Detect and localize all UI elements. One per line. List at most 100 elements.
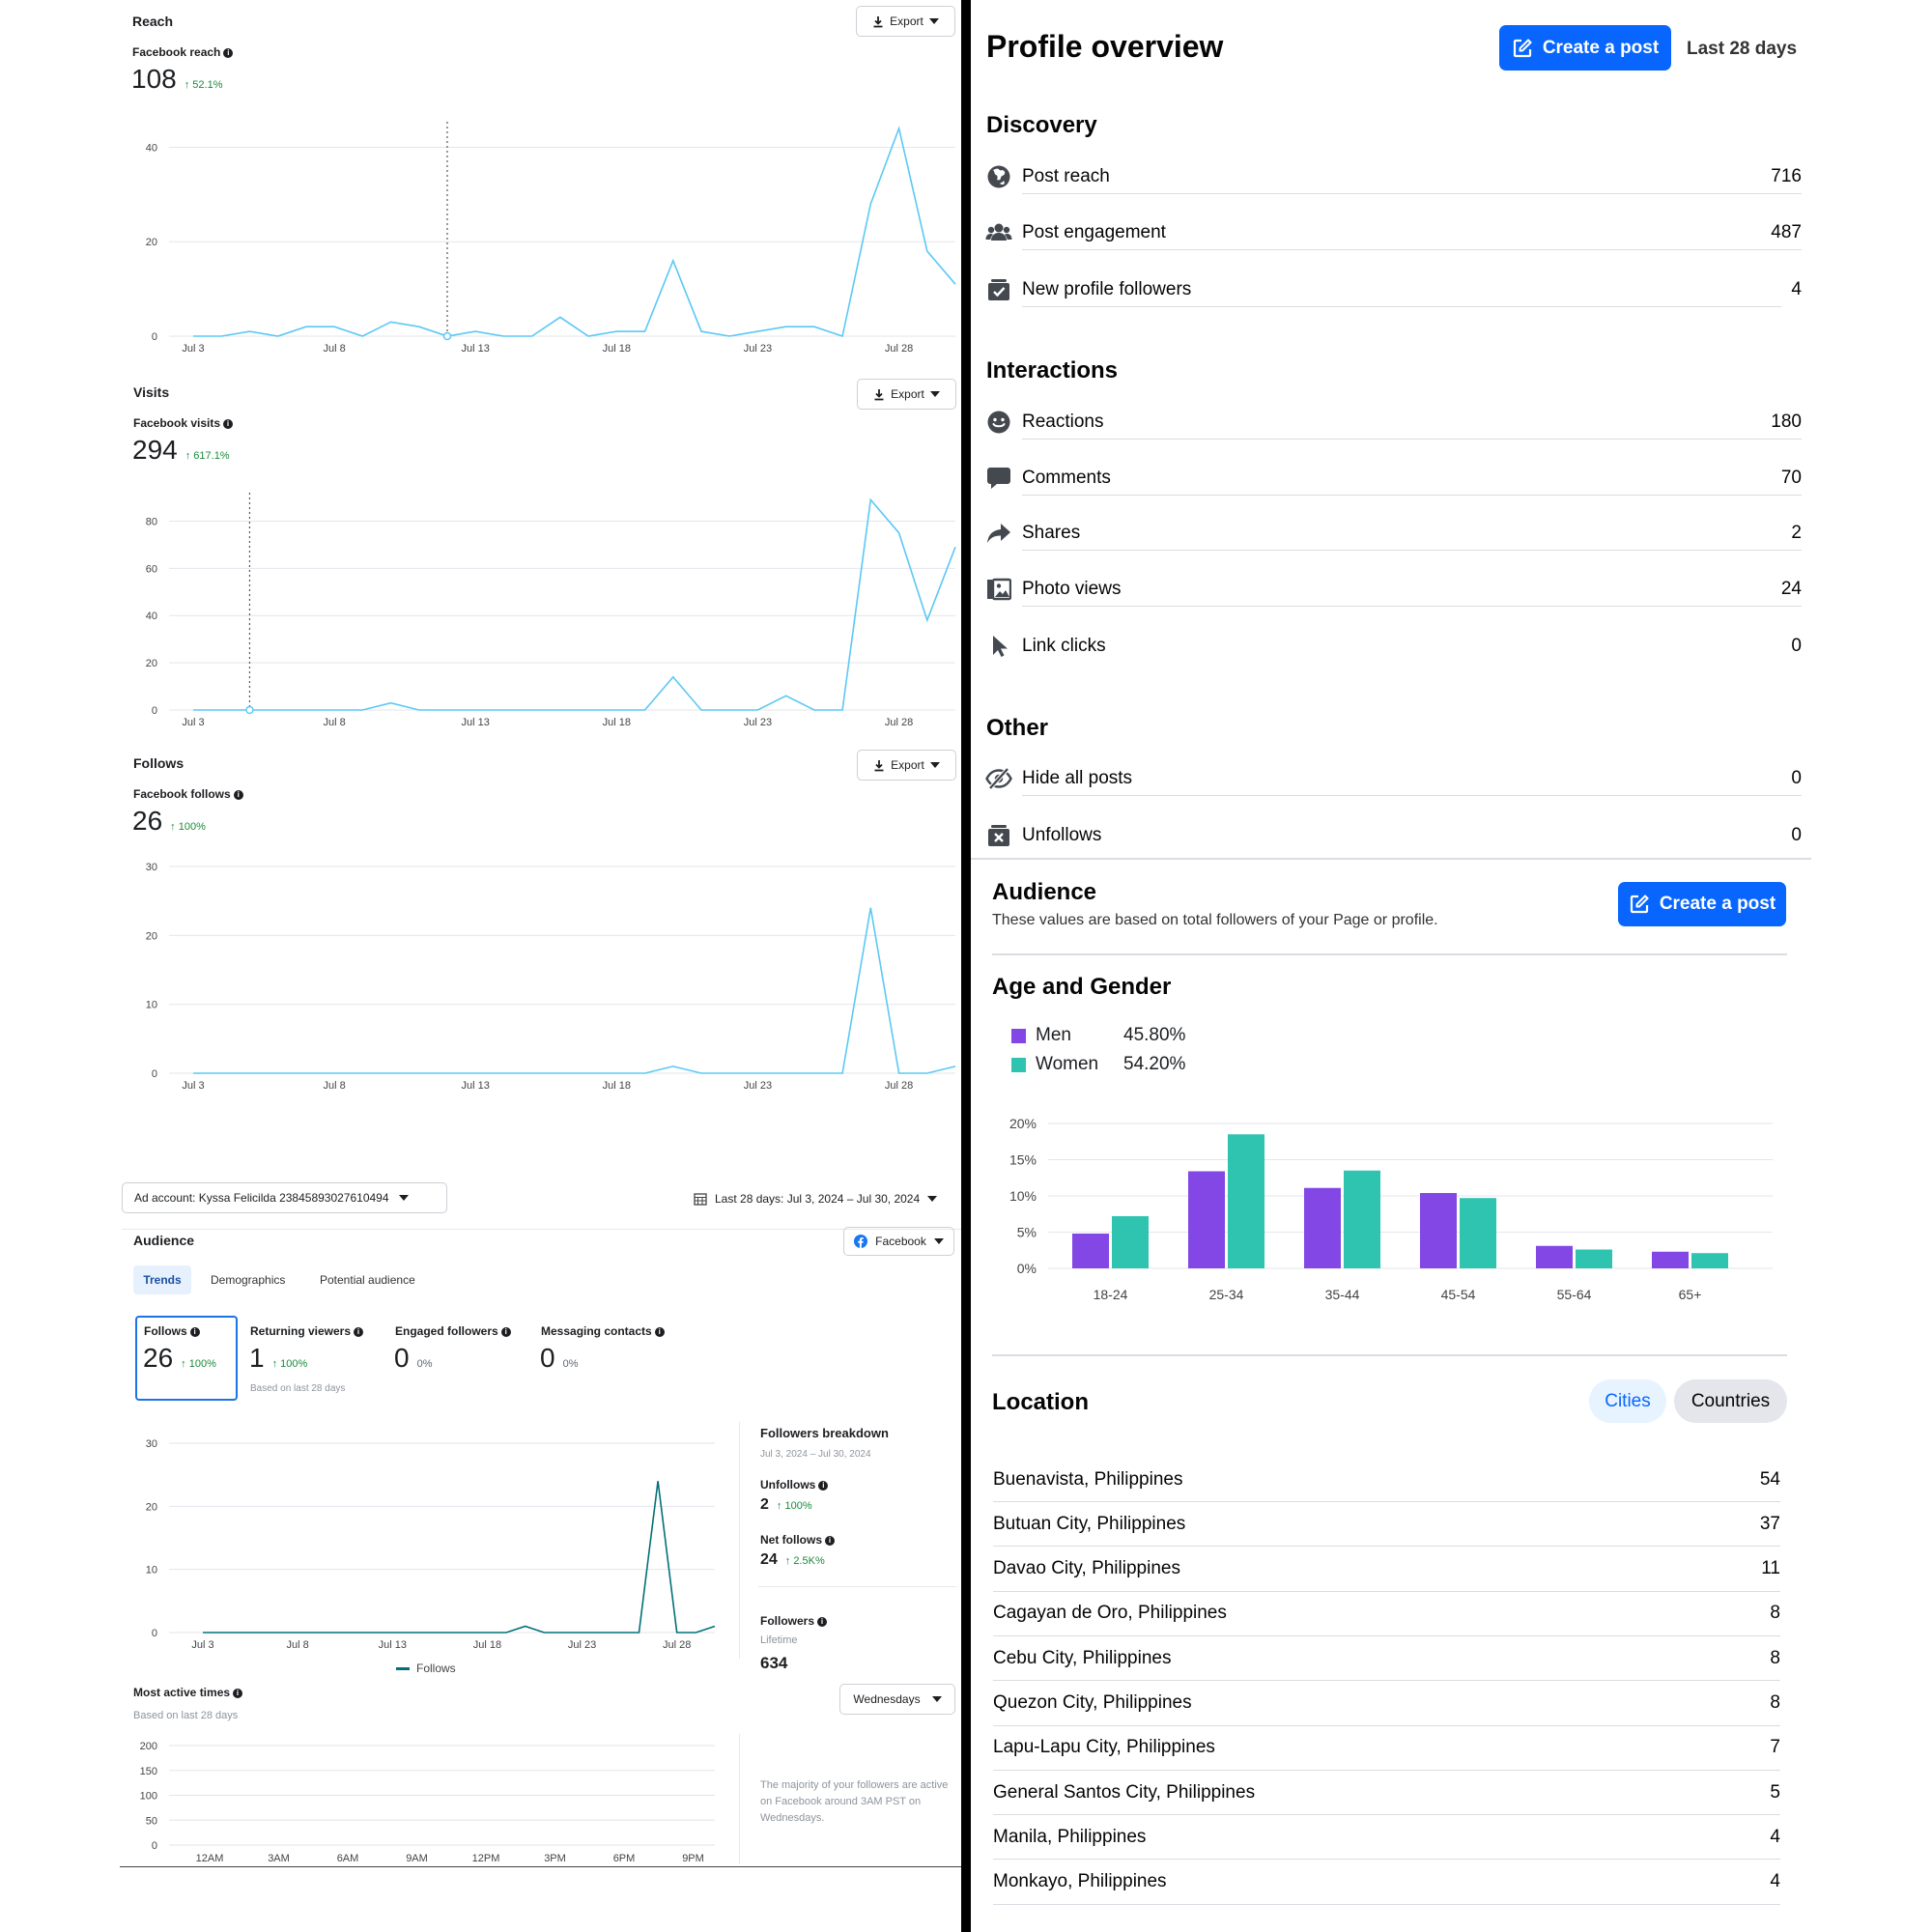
reach-metric: Facebook reach i bbox=[132, 45, 234, 59]
x-tick-label: Jul 28 bbox=[885, 343, 913, 355]
info-icon[interactable]: i bbox=[189, 1327, 200, 1337]
location-count: 37 bbox=[1759, 1513, 1780, 1534]
x-tick-label: Jul 23 bbox=[568, 1639, 596, 1651]
range-label[interactable]: Last 28 days bbox=[1687, 39, 1798, 59]
stat-row-post-engagement[interactable]: Post engagement 487 bbox=[985, 215, 1802, 250]
create-post-button[interactable]: Create a post bbox=[1499, 25, 1671, 71]
audience-follows-line-chart[interactable]: 0 10 20 30 Jul 3 Jul 8 Jul 13 Jul 18 Jul 23 Jul 2… bbox=[126, 1428, 724, 1669]
stat-row-post-reach[interactable]: Post reach 716 bbox=[985, 159, 1802, 194]
location-row[interactable]: Buenavista, Philippines 54 bbox=[993, 1458, 1780, 1502]
tab-cities[interactable]: Cities bbox=[1589, 1379, 1666, 1423]
x-box-icon bbox=[985, 822, 1012, 849]
location-row[interactable]: Cagayan de Oro, Philippines 8 bbox=[993, 1592, 1780, 1636]
info-icon[interactable]: i bbox=[233, 1689, 243, 1698]
date-range-select[interactable]: Last 28 days: Jul 3, 2024 – Jul 30, 2024 bbox=[694, 1188, 938, 1209]
info-icon[interactable]: i bbox=[500, 1327, 511, 1337]
stat-row-link-clicks[interactable]: Link clicks 0 bbox=[985, 629, 1802, 664]
audience-create-post-button[interactable]: Create a post bbox=[1618, 882, 1786, 926]
stat-row-comments[interactable]: Comments 70 bbox=[985, 461, 1802, 496]
ad-account-select[interactable]: Ad account: Kyssa Felicilda 238458930276… bbox=[122, 1182, 447, 1213]
info-icon[interactable]: i bbox=[233, 790, 243, 800]
bar-men-35-44 bbox=[1304, 1187, 1341, 1268]
location-row[interactable]: Manila, Philippines 4 bbox=[993, 1815, 1780, 1861]
bar-women-18-24 bbox=[1112, 1216, 1149, 1268]
y-tick-label: 30 bbox=[146, 1438, 157, 1450]
location-row[interactable]: General Santos City, Philippines 5 bbox=[993, 1771, 1780, 1816]
age-gender-title: Age and Gender bbox=[992, 974, 1172, 1000]
tab-potential-audience[interactable]: Potential audience bbox=[320, 1273, 415, 1287]
followers-label-text: Followers bbox=[760, 1614, 815, 1628]
most-active-times-chart[interactable]: 0 50 100 150 200 12AM 3AM 6AM 9AM 12PM 3PM 6PM 9PM bbox=[126, 1734, 724, 1864]
reach-change: ↑ 52.1% bbox=[184, 79, 223, 91]
shares-label: Shares bbox=[1022, 516, 1782, 551]
panel-divider bbox=[961, 0, 971, 1932]
net-follows-summary: 24 ↑ 2.5K% bbox=[760, 1551, 825, 1569]
reach-export-button[interactable]: Export bbox=[856, 6, 955, 37]
tab-countries[interactable]: Countries bbox=[1674, 1379, 1787, 1423]
reach-summary: 108 ↑ 52.1% bbox=[131, 64, 222, 95]
calendar-icon bbox=[694, 1193, 707, 1206]
x-tick-label: Jul 28 bbox=[885, 717, 913, 728]
info-icon[interactable]: i bbox=[223, 419, 234, 429]
y-tick-label: 30 bbox=[146, 862, 157, 873]
stat-row-shares[interactable]: Shares 2 bbox=[985, 516, 1802, 551]
x-tick-label: 55-64 bbox=[1557, 1287, 1592, 1302]
location-name: Monkayo, Philippines bbox=[993, 1871, 1167, 1892]
y-tick-label: 40 bbox=[146, 611, 157, 622]
comments-value: 70 bbox=[1771, 461, 1802, 496]
location-row[interactable]: Cebu City, Philippines 8 bbox=[993, 1636, 1780, 1682]
tab-trends[interactable]: Trends bbox=[133, 1265, 191, 1294]
x-tick-label: Jul 18 bbox=[473, 1639, 501, 1651]
info-icon[interactable]: i bbox=[354, 1327, 364, 1337]
x-tick-label: Jul 28 bbox=[885, 1080, 913, 1092]
follows-title: Follows bbox=[133, 755, 185, 771]
stat-row-reactions[interactable]: Reactions 180 bbox=[985, 405, 1802, 440]
location-row[interactable]: Quezon City, Philippines 8 bbox=[993, 1682, 1780, 1726]
y-tick-label: 200 bbox=[140, 1741, 157, 1752]
reach-metric-label: Facebook reach bbox=[132, 45, 221, 59]
aud-follows-label-text: Follows bbox=[144, 1324, 187, 1338]
location-name: General Santos City, Philippines bbox=[993, 1781, 1256, 1803]
age-gender-bar-chart[interactable]: 0% 5% 10% 15% 20% 18-24 25-34 35-44 45-54 55-64 65… bbox=[990, 1109, 1792, 1312]
visits-export-button[interactable]: Export bbox=[857, 379, 956, 410]
net-follows-change: ↑ 2.5K% bbox=[784, 1555, 825, 1567]
follows-line-chart[interactable]: 0 10 20 30 Jul 3 Jul 8 Jul 13 Jul 18 Jul 23 Jul 2… bbox=[126, 855, 961, 1096]
reach-line-chart[interactable]: 0 20 40 Jul 3 Jul 8 Jul 13 Jul 18 Jul 23 Jul 28 bbox=[126, 114, 961, 355]
x-tick-label: Jul 23 bbox=[744, 343, 772, 355]
info-icon[interactable]: i bbox=[817, 1617, 828, 1627]
y-tick-label: 100 bbox=[140, 1791, 157, 1803]
follows-export-button[interactable]: Export bbox=[857, 750, 956, 781]
info-icon[interactable]: i bbox=[818, 1481, 829, 1491]
visits-line-chart[interactable]: 0 20 40 60 80 Jul 3 Jul 8 Jul 13 Jul 18 Jul 23 Jul… bbox=[126, 488, 961, 729]
info-icon[interactable]: i bbox=[654, 1327, 665, 1337]
x-tick-label: Jul 3 bbox=[191, 1639, 213, 1651]
series-line bbox=[193, 126, 956, 338]
x-tick-label: Jul 8 bbox=[323, 1080, 345, 1092]
shares-value: 2 bbox=[1781, 516, 1802, 551]
location-row[interactable]: Davao City, Philippines 11 bbox=[993, 1548, 1780, 1592]
location-row[interactable]: Butuan City, Philippines 37 bbox=[993, 1502, 1780, 1548]
platform-select[interactable]: Facebook bbox=[843, 1227, 954, 1256]
info-icon[interactable]: i bbox=[223, 48, 234, 58]
followers-label: Followers i bbox=[760, 1614, 828, 1628]
location-row[interactable]: Lapu-Lapu City, Philippines 7 bbox=[993, 1726, 1780, 1771]
location-title: Location bbox=[992, 1389, 1089, 1415]
stat-row-unfollows[interactable]: Unfollows 0 bbox=[985, 818, 1802, 853]
stat-row-new-followers[interactable]: New profile followers 4 bbox=[985, 272, 1802, 307]
legend-women: Women 54.20% bbox=[1011, 1054, 1185, 1075]
download-icon bbox=[874, 388, 884, 400]
legend-swatch-women bbox=[1011, 1057, 1026, 1072]
y-tick-label: 0% bbox=[1017, 1261, 1037, 1276]
info-icon[interactable]: i bbox=[825, 1536, 836, 1546]
x-tick-label: 35-44 bbox=[1325, 1287, 1360, 1302]
stat-row-hide-all-posts[interactable]: Hide all posts 0 bbox=[985, 761, 1802, 796]
y-tick-label: 60 bbox=[146, 563, 157, 575]
location-row[interactable]: Monkayo, Philippines 4 bbox=[993, 1861, 1780, 1905]
bar-men-18-24 bbox=[1072, 1234, 1109, 1268]
day-select[interactable]: Wednesdays bbox=[839, 1684, 955, 1715]
hover-point bbox=[442, 331, 452, 341]
tab-demographics[interactable]: Demographics bbox=[211, 1273, 286, 1287]
unfollows-label-text: Unfollows bbox=[760, 1478, 816, 1492]
stat-row-photo-views[interactable]: Photo views 24 bbox=[985, 572, 1802, 607]
follows-metric-card[interactable] bbox=[135, 1316, 238, 1401]
